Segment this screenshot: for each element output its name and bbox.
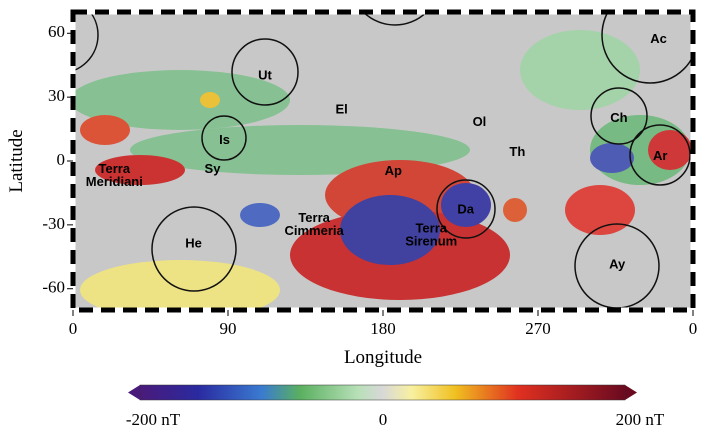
region-label: Ol [473, 114, 487, 129]
region-label: Ch [610, 110, 627, 125]
region-label: Da [457, 201, 474, 216]
x-tick-label: 0 [689, 319, 698, 338]
x-tick-label: 90 [220, 319, 237, 338]
colorbar-label: 200 nT [616, 410, 665, 429]
region-label: Ar [653, 148, 667, 163]
region-label: Th [509, 144, 525, 159]
region-label: El [336, 101, 348, 116]
region-label: Meridiani [86, 174, 143, 189]
region-label: Cimmeria [284, 223, 344, 238]
region-label: Is [219, 132, 230, 147]
colorbar-label: -200 nT [126, 410, 181, 429]
region-label: Ac [650, 31, 667, 46]
region-label: Ap [385, 163, 402, 178]
y-tick-label: 30 [48, 86, 65, 105]
x-tick-label: 180 [370, 319, 396, 338]
region-label: Ay [609, 257, 626, 272]
colorbar-arrow [625, 385, 637, 400]
colorbar-label: 0 [379, 410, 388, 429]
map-figure: Longitude Latitude -200 nT 0 200 nT 0 90 1… [0, 0, 704, 431]
colorbar [140, 385, 625, 400]
x-axis-label: Longitude [344, 347, 422, 368]
colorbar-arrow [128, 385, 140, 400]
region-label: Sy [205, 161, 222, 176]
y-tick-label: -30 [42, 214, 65, 233]
y-axis-label: Latitude [6, 129, 27, 192]
region-label: Ut [258, 67, 272, 82]
y-tick-label: 60 [48, 22, 65, 41]
y-tick-label: 0 [57, 150, 66, 169]
x-tick-label: 0 [69, 319, 78, 338]
region-label: Sirenum [405, 233, 457, 248]
y-tick-label: -60 [42, 278, 65, 297]
x-tick-label: 270 [525, 319, 551, 338]
region-label: He [185, 235, 202, 250]
